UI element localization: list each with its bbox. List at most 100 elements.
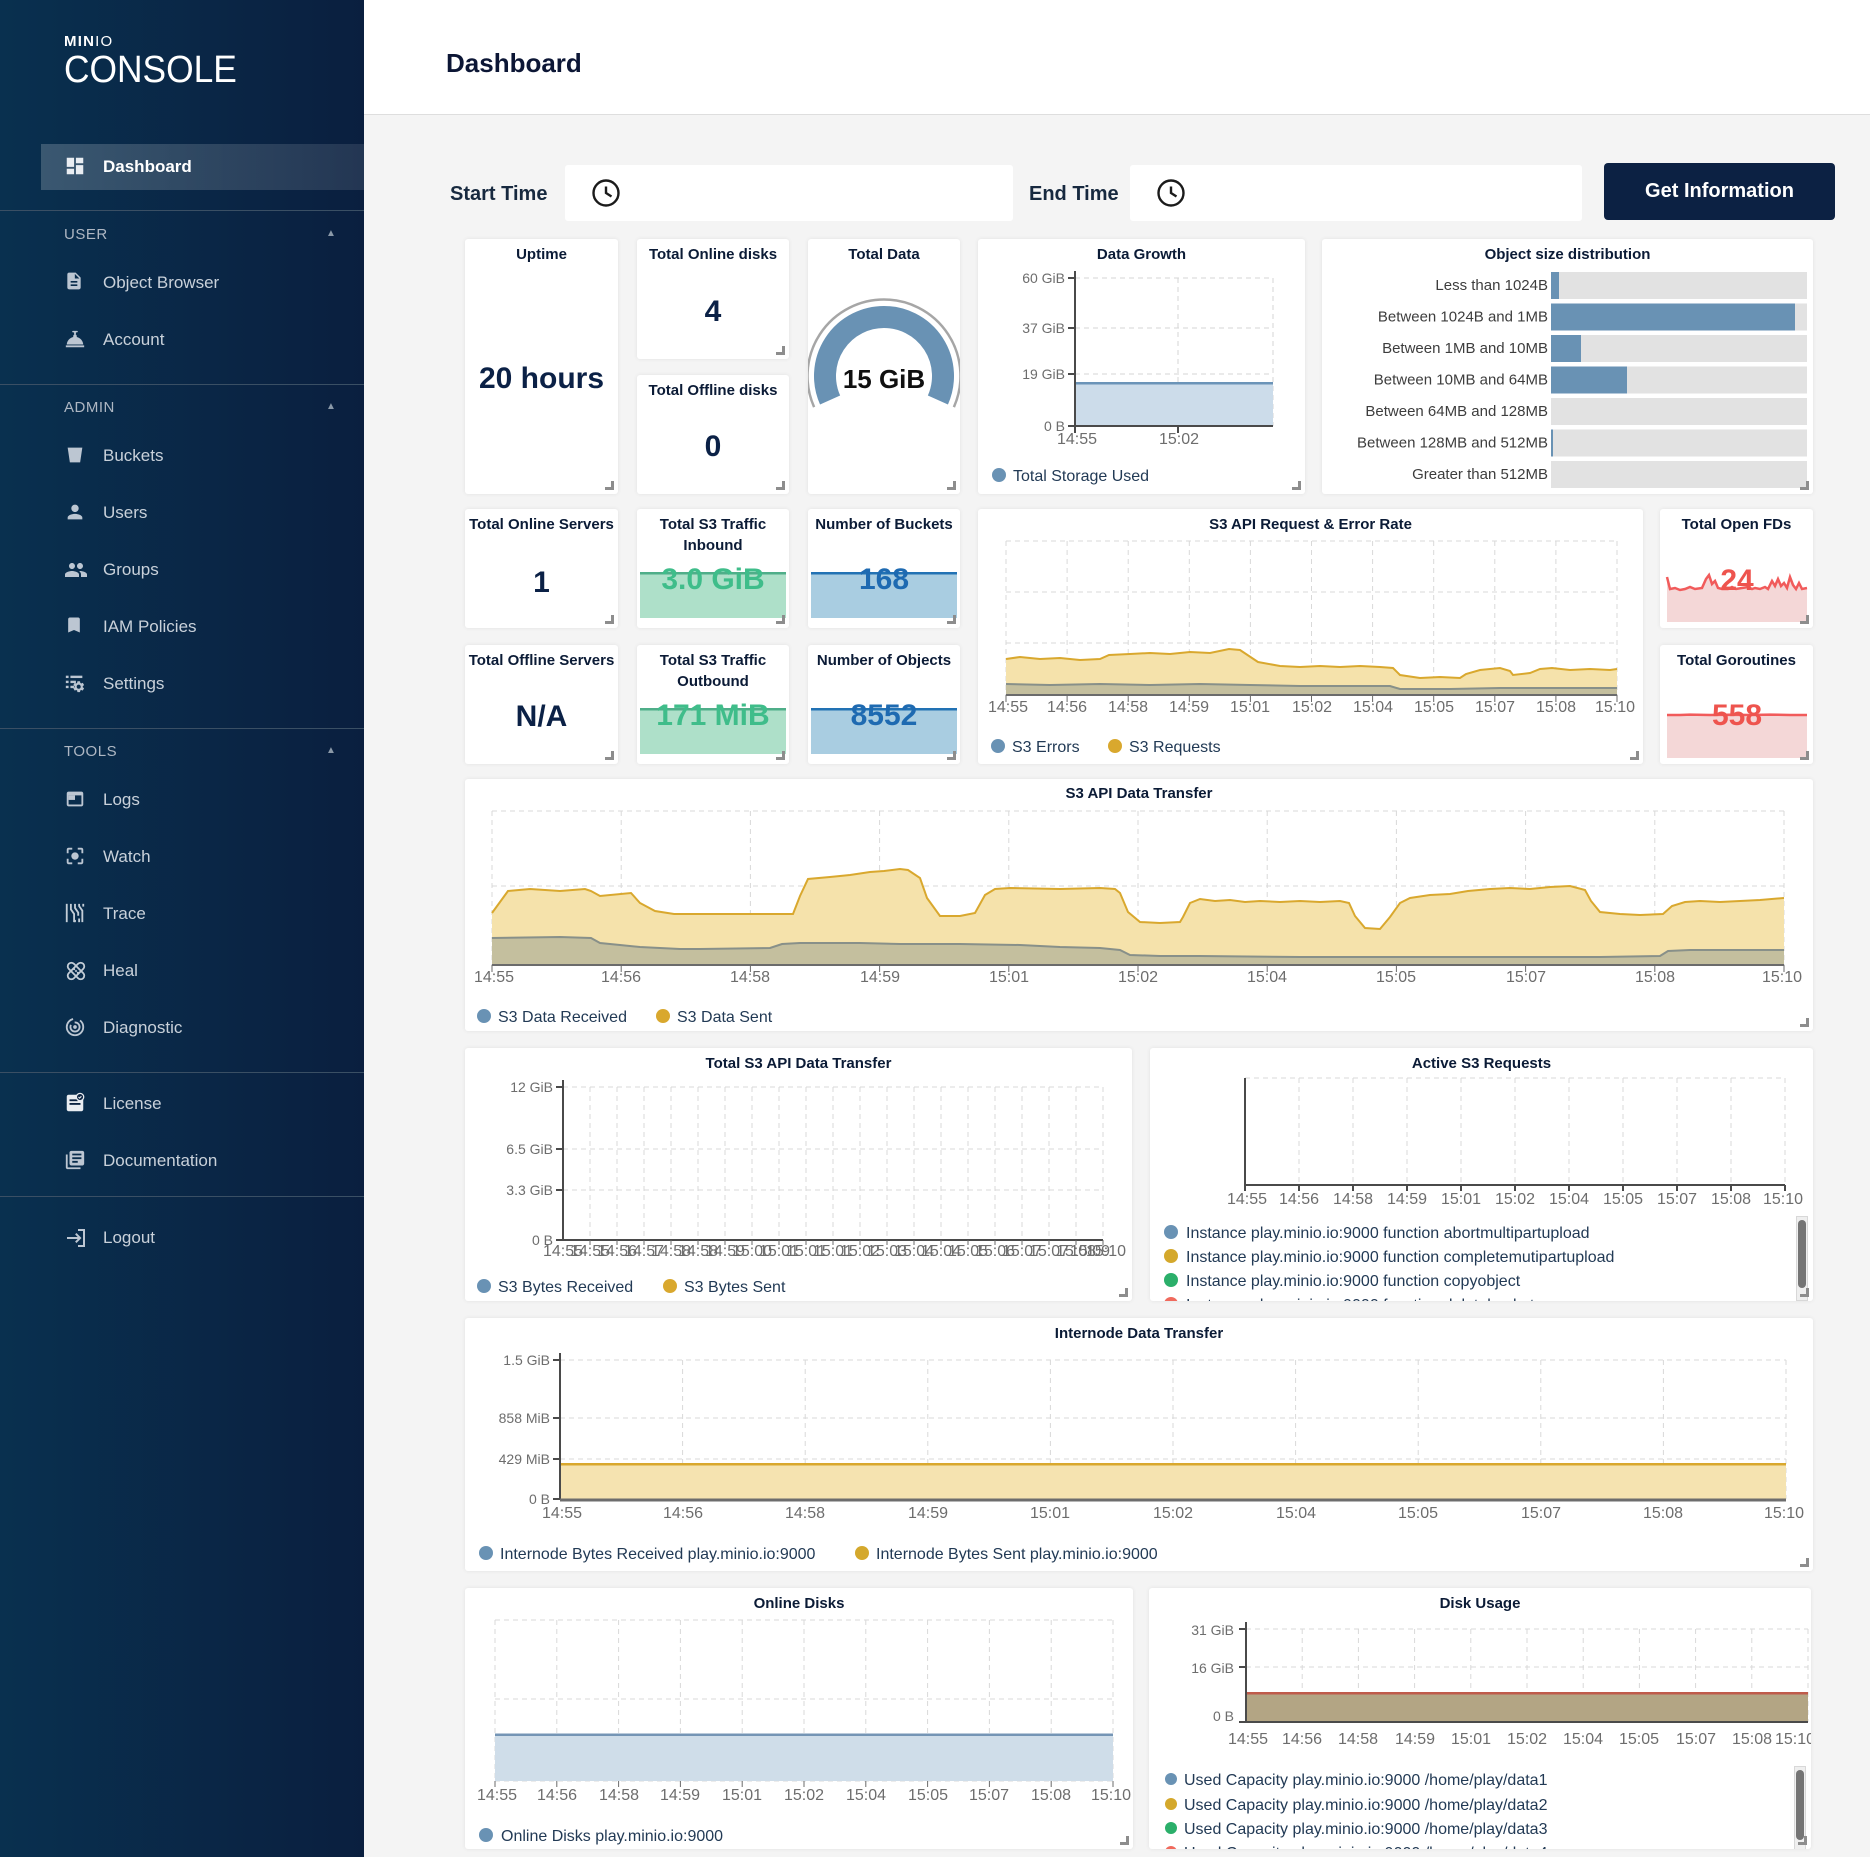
svg-text:14:55: 14:55	[477, 1787, 517, 1804]
svg-text:15:05: 15:05	[1414, 699, 1454, 716]
svg-text:15:01: 15:01	[813, 1243, 853, 1260]
svg-text:14:59: 14:59	[860, 969, 900, 986]
svg-text:171 MiB: 171 MiB	[656, 699, 769, 732]
svg-text:S3 Data Sent: S3 Data Sent	[677, 1009, 773, 1026]
svg-text:12 GiB: 12 GiB	[510, 1079, 553, 1095]
svg-text:24: 24	[1720, 564, 1754, 597]
svg-text:15:07: 15:07	[1475, 699, 1515, 716]
svg-text:S3 Bytes Sent: S3 Bytes Sent	[684, 1279, 786, 1296]
svg-text:15:01: 15:01	[1030, 1505, 1070, 1522]
svg-text:14:56: 14:56	[1282, 1731, 1322, 1748]
svg-text:858 MiB: 858 MiB	[499, 1410, 550, 1426]
svg-text:Used Capacity play.minio.io:90: Used Capacity play.minio.io:9000 /home/p…	[1184, 1797, 1548, 1814]
svg-text:Less than 1024B: Less than 1024B	[1435, 277, 1548, 294]
svg-text:Used Capacity play.minio.io:90: Used Capacity play.minio.io:9000 /home/p…	[1184, 1772, 1548, 1789]
svg-text:15:08: 15:08	[1635, 969, 1675, 986]
svg-text:Used Capacity play.minio.io:90: Used Capacity play.minio.io:9000 /home/p…	[1184, 1845, 1548, 1849]
svg-text:15:07: 15:07	[969, 1787, 1009, 1804]
svg-text:14:55: 14:55	[570, 1243, 610, 1260]
svg-text:15:04: 15:04	[894, 1243, 934, 1260]
svg-text:15:02: 15:02	[1292, 699, 1332, 716]
svg-text:558: 558	[1712, 699, 1762, 732]
svg-text:15:02: 15:02	[1118, 969, 1158, 986]
svg-text:15:05: 15:05	[948, 1243, 988, 1260]
svg-text:15:08: 15:08	[1732, 1731, 1772, 1748]
svg-text:15:10: 15:10	[1764, 1505, 1804, 1522]
svg-text:1.5 GiB: 1.5 GiB	[503, 1352, 550, 1368]
svg-text:15:08: 15:08	[1056, 1243, 1096, 1260]
svg-text:Greater than 512MB: Greater than 512MB	[1412, 466, 1548, 483]
svg-text:15:05: 15:05	[1398, 1505, 1438, 1522]
svg-text:15:05: 15:05	[1619, 1731, 1659, 1748]
svg-text:14:58: 14:58	[785, 1505, 825, 1522]
svg-text:Instance play.minio.io:9000 fu: Instance play.minio.io:9000 function cop…	[1186, 1273, 1521, 1290]
svg-text:15:07: 15:07	[1506, 969, 1546, 986]
svg-text:14:59: 14:59	[1395, 1731, 1435, 1748]
svg-text:15:10: 15:10	[1775, 1731, 1811, 1748]
svg-text:Between 10MB and 64MB: Between 10MB and 64MB	[1374, 372, 1548, 389]
svg-text:Internode Bytes Sent play.mini: Internode Bytes Sent play.minio.io:9000	[876, 1546, 1158, 1563]
svg-text:15:10: 15:10	[1595, 699, 1635, 716]
svg-text:S3 Requests: S3 Requests	[1129, 739, 1221, 756]
svg-text:15:00: 15:00	[732, 1243, 772, 1260]
svg-text:19 GiB: 19 GiB	[1022, 366, 1065, 382]
svg-text:15:08: 15:08	[1031, 1787, 1071, 1804]
svg-text:15:01: 15:01	[989, 969, 1029, 986]
svg-text:8552: 8552	[851, 699, 918, 732]
svg-text:3.3 GiB: 3.3 GiB	[506, 1182, 553, 1198]
svg-text:Instance play.minio.io:9000 fu: Instance play.minio.io:9000 function abo…	[1186, 1225, 1590, 1242]
svg-text:429 MiB: 429 MiB	[499, 1451, 550, 1467]
svg-text:15:07: 15:07	[1029, 1243, 1069, 1260]
svg-text:15:04: 15:04	[846, 1787, 886, 1804]
svg-text:15:07: 15:07	[1521, 1505, 1561, 1522]
svg-text:15:01: 15:01	[1230, 699, 1270, 716]
svg-text:Between 1MB and 10MB: Between 1MB and 10MB	[1382, 340, 1548, 357]
svg-text:37 GiB: 37 GiB	[1022, 320, 1065, 336]
svg-text:14:55: 14:55	[1227, 1191, 1267, 1208]
svg-text:14:56: 14:56	[1279, 1191, 1319, 1208]
svg-text:15:05: 15:05	[1376, 969, 1416, 986]
svg-text:15:08: 15:08	[1536, 699, 1576, 716]
svg-text:15:05: 15:05	[908, 1787, 948, 1804]
svg-text:14:56: 14:56	[597, 1243, 637, 1260]
svg-text:S3 Data Received: S3 Data Received	[498, 1009, 627, 1026]
svg-text:Instance play.minio.io:9000 fu: Instance play.minio.io:9000 function del…	[1186, 1297, 1535, 1301]
svg-text:0 B: 0 B	[532, 1232, 553, 1248]
svg-text:Online Disks play.minio.io:900: Online Disks play.minio.io:9000	[501, 1828, 723, 1845]
svg-text:6.5 GiB: 6.5 GiB	[506, 1141, 553, 1157]
svg-text:15:01: 15:01	[1451, 1731, 1491, 1748]
svg-text:14:58: 14:58	[1338, 1731, 1378, 1748]
svg-text:15:03: 15:03	[867, 1243, 907, 1260]
svg-text:14:59: 14:59	[660, 1787, 700, 1804]
svg-text:S3 Bytes Received: S3 Bytes Received	[498, 1279, 633, 1296]
svg-text:14:55: 14:55	[988, 699, 1028, 716]
svg-text:15 GiB: 15 GiB	[843, 364, 925, 394]
svg-text:15:10: 15:10	[1762, 969, 1802, 986]
svg-text:15:08: 15:08	[1643, 1505, 1683, 1522]
svg-text:14:55: 14:55	[542, 1505, 582, 1522]
svg-text:15:02: 15:02	[784, 1787, 824, 1804]
svg-text:3.0 GiB: 3.0 GiB	[661, 563, 764, 596]
svg-text:15:04: 15:04	[1247, 969, 1287, 986]
svg-text:15:04: 15:04	[1276, 1505, 1316, 1522]
svg-text:Internode Bytes Received play.: Internode Bytes Received play.minio.io:9…	[500, 1546, 816, 1563]
svg-text:15:02: 15:02	[1507, 1731, 1547, 1748]
svg-text:15:07: 15:07	[1676, 1731, 1716, 1748]
svg-text:Between 64MB and 128MB: Between 64MB and 128MB	[1365, 403, 1548, 420]
svg-text:15:02: 15:02	[1495, 1191, 1535, 1208]
svg-text:168: 168	[859, 563, 909, 596]
svg-text:Between 1024B and 1MB: Between 1024B and 1MB	[1378, 309, 1548, 326]
svg-text:14:55: 14:55	[543, 1243, 583, 1260]
svg-text:15:02: 15:02	[1153, 1505, 1193, 1522]
svg-text:14:56: 14:56	[537, 1787, 577, 1804]
svg-text:15:10: 15:10	[1091, 1787, 1131, 1804]
svg-text:15:01: 15:01	[759, 1243, 799, 1260]
svg-text:14:57: 14:57	[624, 1243, 664, 1260]
svg-text:15:04: 15:04	[1563, 1731, 1603, 1748]
svg-text:Total Storage Used: Total Storage Used	[1013, 468, 1149, 485]
svg-text:Between 128MB and 512MB: Between 128MB and 512MB	[1357, 435, 1548, 452]
svg-text:14:55: 14:55	[1228, 1731, 1268, 1748]
svg-text:15:02: 15:02	[1159, 431, 1199, 448]
svg-text:31 GiB: 31 GiB	[1191, 1622, 1234, 1638]
svg-text:14:56: 14:56	[601, 969, 641, 986]
